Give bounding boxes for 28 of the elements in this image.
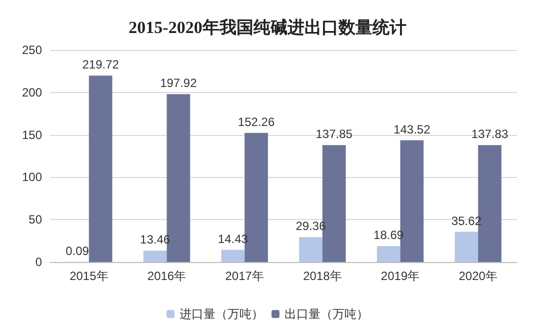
legend-label: 出口量（万吨） bbox=[284, 307, 368, 321]
y-tick-label: 250 bbox=[22, 43, 42, 57]
bar bbox=[299, 237, 322, 262]
y-tick-label: 100 bbox=[22, 170, 42, 184]
x-tick-label: 2018年 bbox=[303, 269, 342, 283]
data-label: 219.72 bbox=[82, 58, 120, 72]
data-label: 143.52 bbox=[394, 122, 431, 136]
bar bbox=[88, 76, 112, 262]
chart-title: 2015-2020年我国纯碱进出口数量统计 bbox=[128, 18, 406, 37]
x-tick-label: 2015年 bbox=[70, 269, 108, 283]
x-tick-label: 2020年 bbox=[458, 269, 498, 283]
data-label: 197.92 bbox=[160, 76, 198, 90]
bar bbox=[143, 250, 167, 262]
data-label: 0.09 bbox=[66, 244, 90, 258]
bar bbox=[454, 232, 478, 262]
data-label: 137.85 bbox=[316, 127, 353, 142]
data-label: 137.83 bbox=[471, 127, 508, 142]
bar bbox=[376, 246, 400, 262]
y-tick-label: 200 bbox=[22, 85, 42, 100]
y-tick-label: 0 bbox=[35, 255, 42, 269]
y-tick-label: 50 bbox=[28, 212, 42, 227]
data-label: 152.26 bbox=[238, 114, 275, 129]
y-tick-label: 150 bbox=[22, 128, 42, 142]
legend-label: 进口量（万吨） bbox=[180, 307, 264, 321]
bar bbox=[221, 250, 245, 262]
x-tick-label: 2019年 bbox=[380, 269, 420, 283]
x-tick-label: 2017年 bbox=[225, 269, 264, 283]
x-tick-label: 2016年 bbox=[147, 269, 186, 283]
